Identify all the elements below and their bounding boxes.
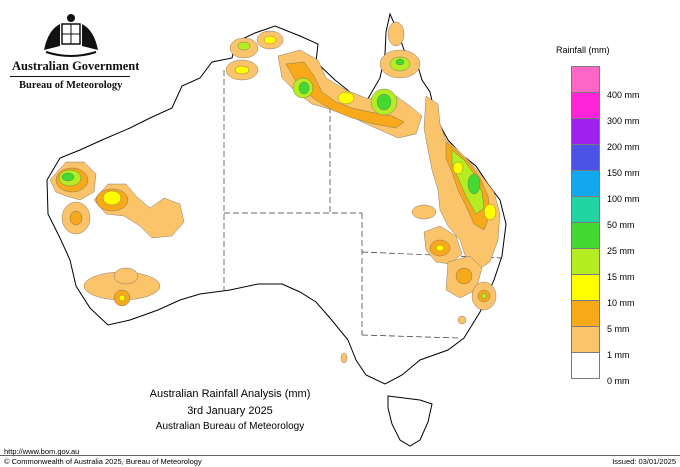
map-source: Australian Bureau of Meteorology [155,421,305,432]
legend-swatch [571,300,600,326]
legend-swatch [571,274,600,300]
map-date: 3rd January 2025 [187,405,273,417]
legend-swatch [571,196,600,222]
issued-date: Issued: 03/01/2025 [612,457,676,466]
legend-label: 15 mm [607,272,635,282]
state-borders [223,70,503,339]
website-link[interactable]: http://www.bom.gov.au [4,447,80,456]
legend-label: 10 mm [607,298,635,308]
legend-color-scale [571,66,600,379]
legend-label: 50 mm [607,220,635,230]
map-title: Australian Rainfall Analysis (mm) [149,388,311,400]
legend-label: 400 mm [607,90,640,100]
legend-label: 5 mm [607,324,630,334]
legend-label: 200 mm [607,142,640,152]
legend-label: 100 mm [607,194,640,204]
legend-swatch [571,326,600,352]
legend-swatch [571,92,600,118]
tasmania-outline [387,395,433,447]
footer-divider [0,455,680,456]
legend-swatch [571,66,600,92]
bureau-title: Bureau of Meteorology [19,80,123,91]
rainfall-areas [49,21,501,364]
legend-swatch [571,222,600,248]
government-title: Australian Government [12,59,140,73]
legend-swatch [571,352,600,379]
coat-of-arms-logo [44,14,98,57]
legend-swatch [571,248,600,274]
copyright-text: © Commonwealth of Australia 2025, Bureau… [4,457,202,466]
legend-label: 25 mm [607,246,635,256]
legend-label: 0 mm [607,376,630,386]
legend-swatch [571,170,600,196]
legend-label: 150 mm [607,168,640,178]
legend-swatch [571,118,600,144]
header-divider [10,76,130,77]
legend-swatch [571,144,600,170]
legend-label: 300 mm [607,116,640,126]
legend-title: Rainfall (mm) [556,45,610,55]
legend-label: 1 mm [607,350,630,360]
